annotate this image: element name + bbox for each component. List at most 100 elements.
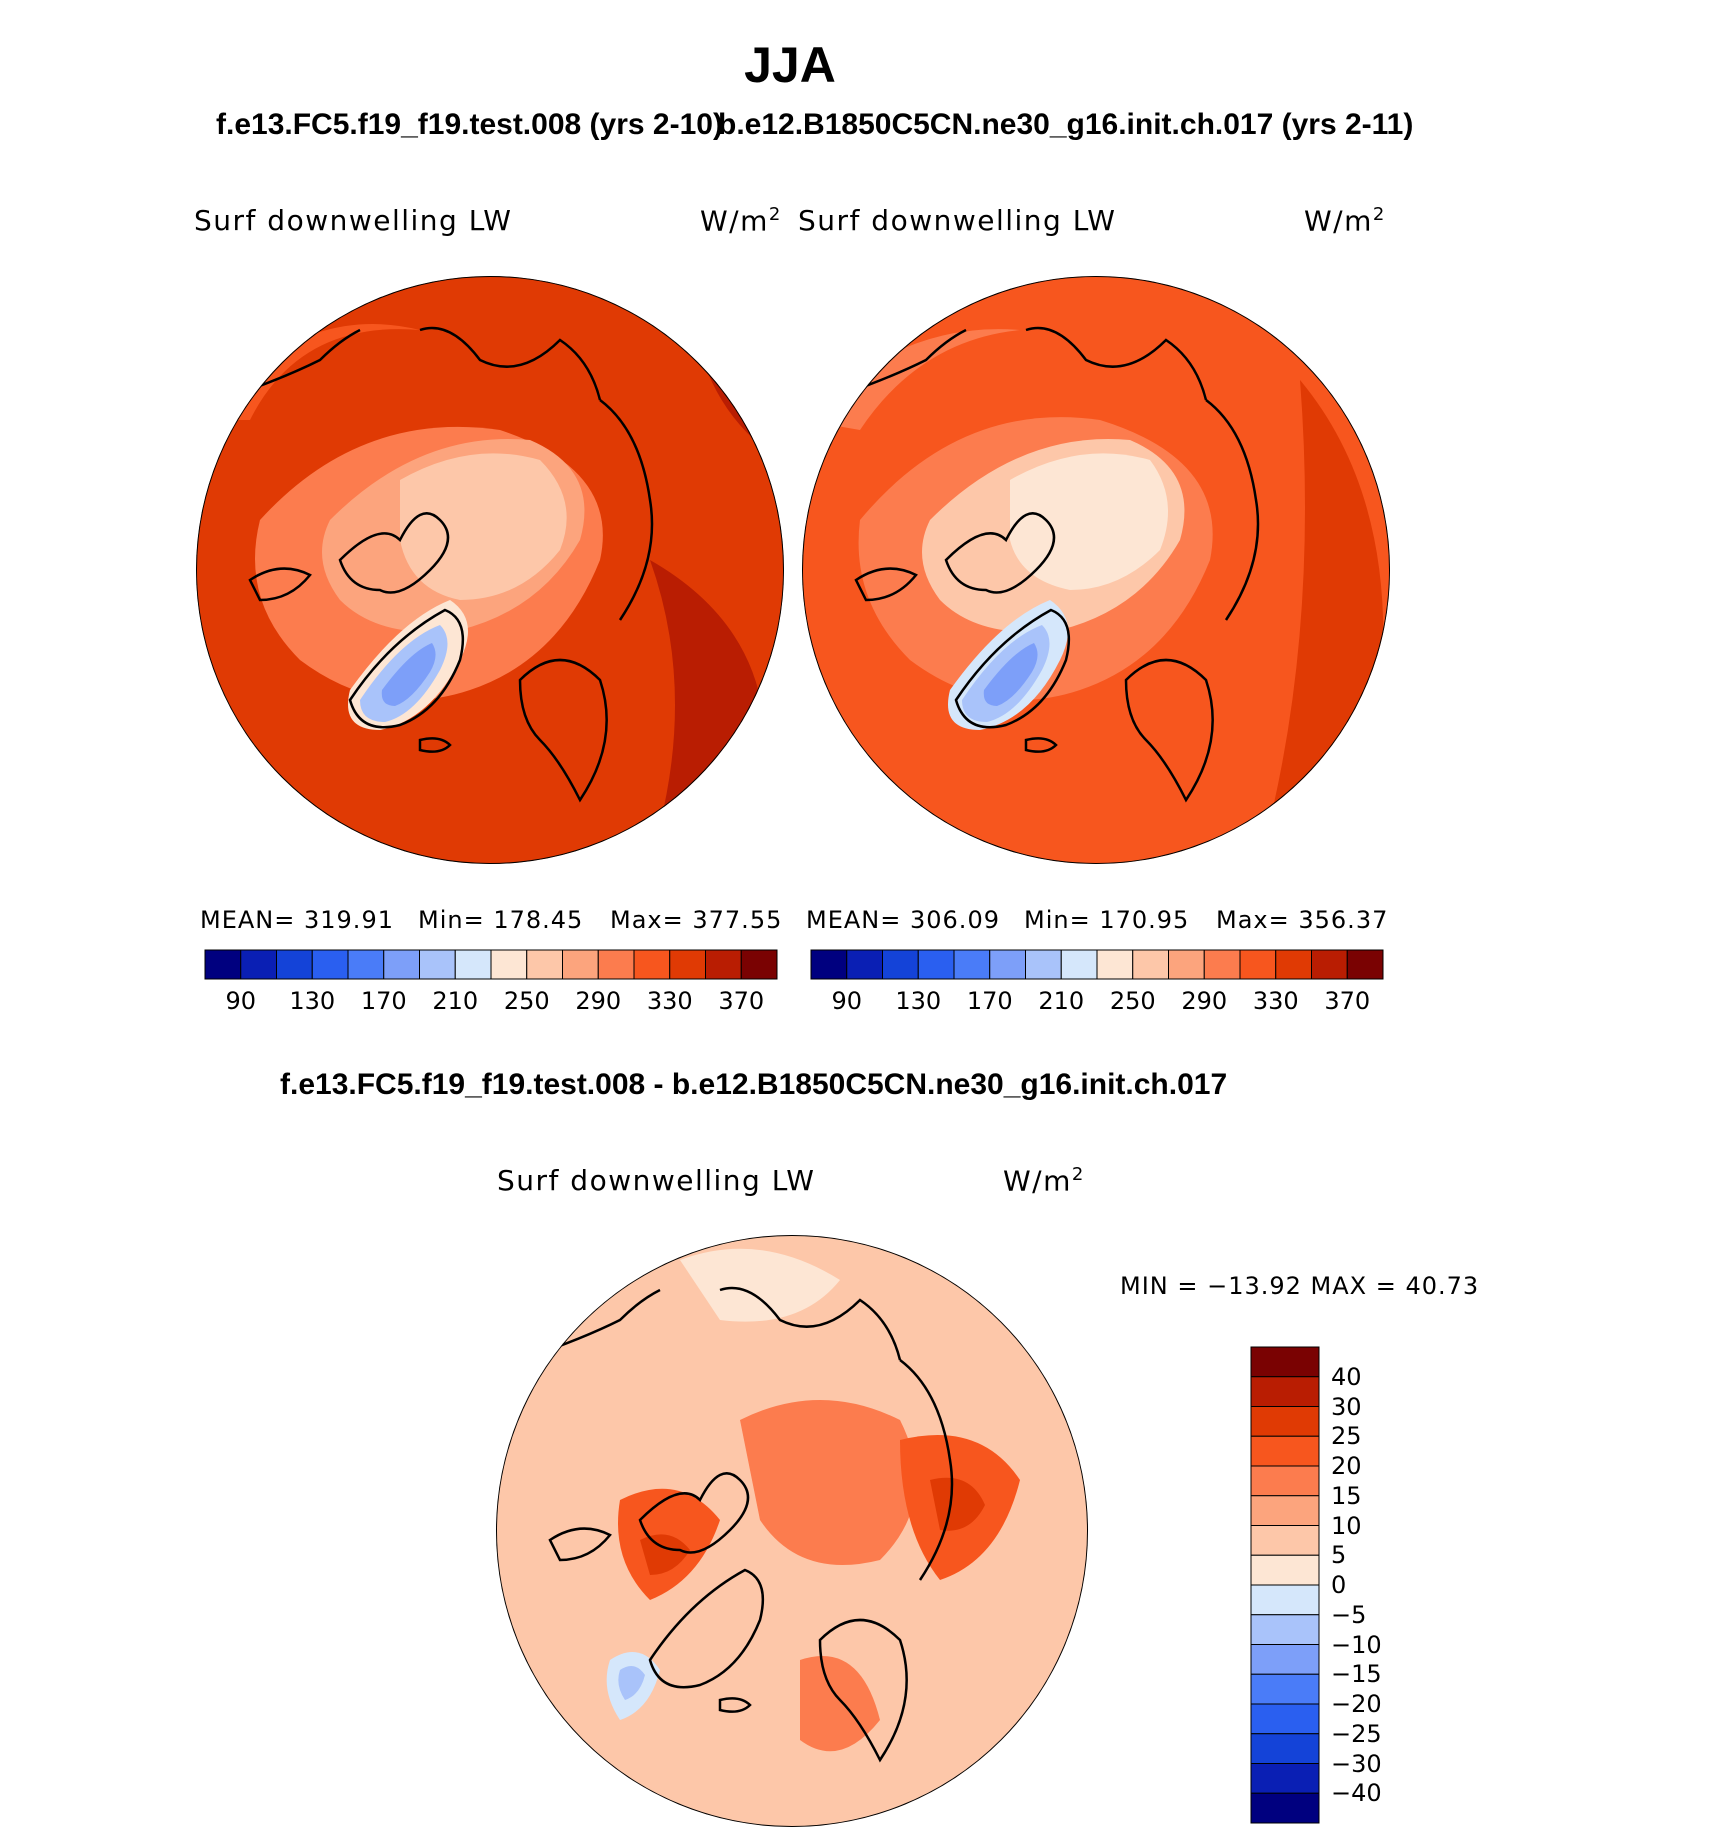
left-colorbar-swatch (490, 949, 528, 980)
left-colorbar-tick-label: 250 (503, 987, 550, 1015)
right-colorbar-tick-label: 250 (1109, 987, 1156, 1015)
right-colorbar-tick-label: 370 (1324, 987, 1371, 1015)
diff-colorbar (1250, 1346, 1320, 1824)
left-colorbar-swatch (597, 949, 635, 980)
right-colorbar-swatch (846, 949, 883, 980)
left-min-stat: Min= 178.45 (418, 906, 584, 934)
left-colorbar-swatch (276, 949, 313, 980)
left-colorbar-swatch (669, 949, 706, 980)
right-colorbar-tick-label: 290 (1181, 987, 1228, 1015)
diff-colorbar-tick-label: 10 (1331, 1511, 1362, 1540)
left-colorbar-swatch (311, 949, 349, 980)
right-colorbar-swatch (1132, 949, 1169, 980)
diff-colorbar-tick-label: 15 (1331, 1481, 1362, 1510)
diff-map-region-greenland-neg-core (618, 1666, 645, 1700)
diff-map-region-europe (800, 1656, 880, 1752)
right-colorbar-tick-label: 330 (1252, 987, 1299, 1015)
diff-colorbar-swatch (1250, 1763, 1320, 1794)
right-colorbar-swatch (953, 949, 991, 980)
left-map (196, 276, 784, 864)
diff-colorbar-tick-label: −25 (1331, 1719, 1382, 1748)
right-colorbar-swatch (1311, 949, 1348, 980)
right-colorbar-swatch (1346, 949, 1384, 980)
left-colorbar (204, 949, 778, 980)
left-map-region-greenland-core (381, 643, 436, 706)
left-colorbar-tick-label: 170 (360, 987, 407, 1015)
right-colorbar (810, 949, 1384, 980)
left-colorbar-tick-label: 210 (432, 987, 479, 1015)
diff-map-region-siberia (680, 1248, 840, 1322)
diff-colorbar-swatch (1250, 1792, 1320, 1824)
left-variable-label: Surf downwelling LW (194, 204, 513, 237)
diff-colorbar-swatch (1250, 1406, 1320, 1437)
diff-variable-label: Surf downwelling LW (497, 1164, 816, 1197)
left-colorbar-swatch (526, 949, 563, 980)
left-map-region-arctic-ocean (400, 453, 567, 600)
diff-colorbar-tick-label: −20 (1331, 1690, 1382, 1718)
left-colorbar-swatch (633, 949, 671, 980)
diff-map (496, 1235, 1088, 1827)
right-colorbar-tick-label: 90 (831, 987, 863, 1015)
left-max-stat: Max= 377.55 (610, 906, 783, 934)
diff-colorbar-swatch (1250, 1525, 1320, 1556)
left-colorbar-tick-label: 90 (225, 987, 257, 1015)
right-colorbar-swatch (1096, 949, 1134, 980)
right-colorbar-tick-label: 210 (1038, 987, 1085, 1015)
left-colorbar-tick-label: 130 (289, 987, 336, 1015)
diff-colorbar-tick-label: 30 (1331, 1392, 1362, 1421)
right-colorbar-swatch (810, 949, 848, 980)
left-map-coastlines (219, 326, 654, 803)
diff-colorbar-swatch (1250, 1673, 1320, 1705)
left-colorbar-swatch (454, 949, 492, 980)
diff-colorbar-tick-label: 25 (1331, 1422, 1362, 1451)
diff-colorbar-tick-label: −40 (1331, 1779, 1382, 1808)
right-units-label: W/m2 (1304, 204, 1386, 238)
right-case-title: b.e12.B1850C5CN.ne30_g16.init.ch.017 (yr… (718, 108, 1414, 141)
right-colorbar-swatch (1275, 949, 1312, 980)
left-colorbar-swatch (740, 949, 778, 980)
right-min-stat: Min= 170.95 (1024, 906, 1190, 934)
left-units-label: W/m2 (700, 204, 782, 238)
left-colorbar-swatch (705, 949, 742, 980)
diff-colorbar-tick-label: 40 (1331, 1362, 1362, 1391)
right-map-region-atlantic (1260, 380, 1384, 860)
right-colorbar-swatch (917, 949, 955, 980)
page-title: JJA (744, 37, 836, 93)
right-colorbar-swatch (882, 949, 919, 980)
right-colorbar-tick-label: 170 (966, 987, 1013, 1015)
left-colorbar-tick-label: 370 (718, 987, 765, 1015)
diff-colorbar-swatch (1250, 1554, 1320, 1586)
diff-colorbar-tick-label: −5 (1331, 1600, 1367, 1629)
right-colorbar-tick-label: 130 (895, 987, 942, 1015)
diff-case-title: f.e13.FC5.f19_f19.test.008 - b.e12.B1850… (280, 1068, 1228, 1101)
right-colorbar-swatch (1168, 949, 1205, 980)
diff-minmax-stat: MIN = −13.92 MAX = 40.73 (1120, 1272, 1480, 1300)
left-colorbar-swatch (383, 949, 420, 980)
diff-colorbar-swatch (1250, 1435, 1320, 1467)
right-mean-stat: MEAN= 306.09 (806, 906, 1000, 934)
right-colorbar-swatch (989, 949, 1026, 980)
diff-colorbar-swatch (1250, 1644, 1320, 1675)
right-map-region-siberia (802, 329, 1020, 430)
left-colorbar-tick-label: 290 (575, 987, 622, 1015)
right-colorbar-swatch (1239, 949, 1277, 980)
left-colorbar-tick-label: 330 (646, 987, 693, 1015)
left-colorbar-swatch (240, 949, 277, 980)
left-colorbar-swatch (562, 949, 599, 980)
right-max-stat: Max= 356.37 (1216, 906, 1389, 934)
diff-colorbar-swatch (1250, 1376, 1320, 1407)
right-map-region-arctic-ocean (1010, 453, 1168, 590)
right-colorbar-swatch (1025, 949, 1062, 980)
left-colorbar-swatch (419, 949, 456, 980)
left-mean-stat: MEAN= 319.91 (200, 906, 394, 934)
left-case-title: f.e13.FC5.f19_f19.test.008 (yrs 2-10) (216, 108, 723, 141)
diff-colorbar-tick-label: −15 (1331, 1660, 1382, 1689)
diff-map-region-arctic (740, 1400, 916, 1565)
diff-colorbar-tick-label: 5 (1331, 1541, 1347, 1570)
right-colorbar-swatch (1060, 949, 1098, 980)
left-colorbar-swatch (347, 949, 385, 980)
diff-map-region-alaska-core (930, 1477, 985, 1531)
right-map-region-greenland-core (983, 643, 1038, 706)
diff-colorbar-swatch (1250, 1733, 1320, 1764)
